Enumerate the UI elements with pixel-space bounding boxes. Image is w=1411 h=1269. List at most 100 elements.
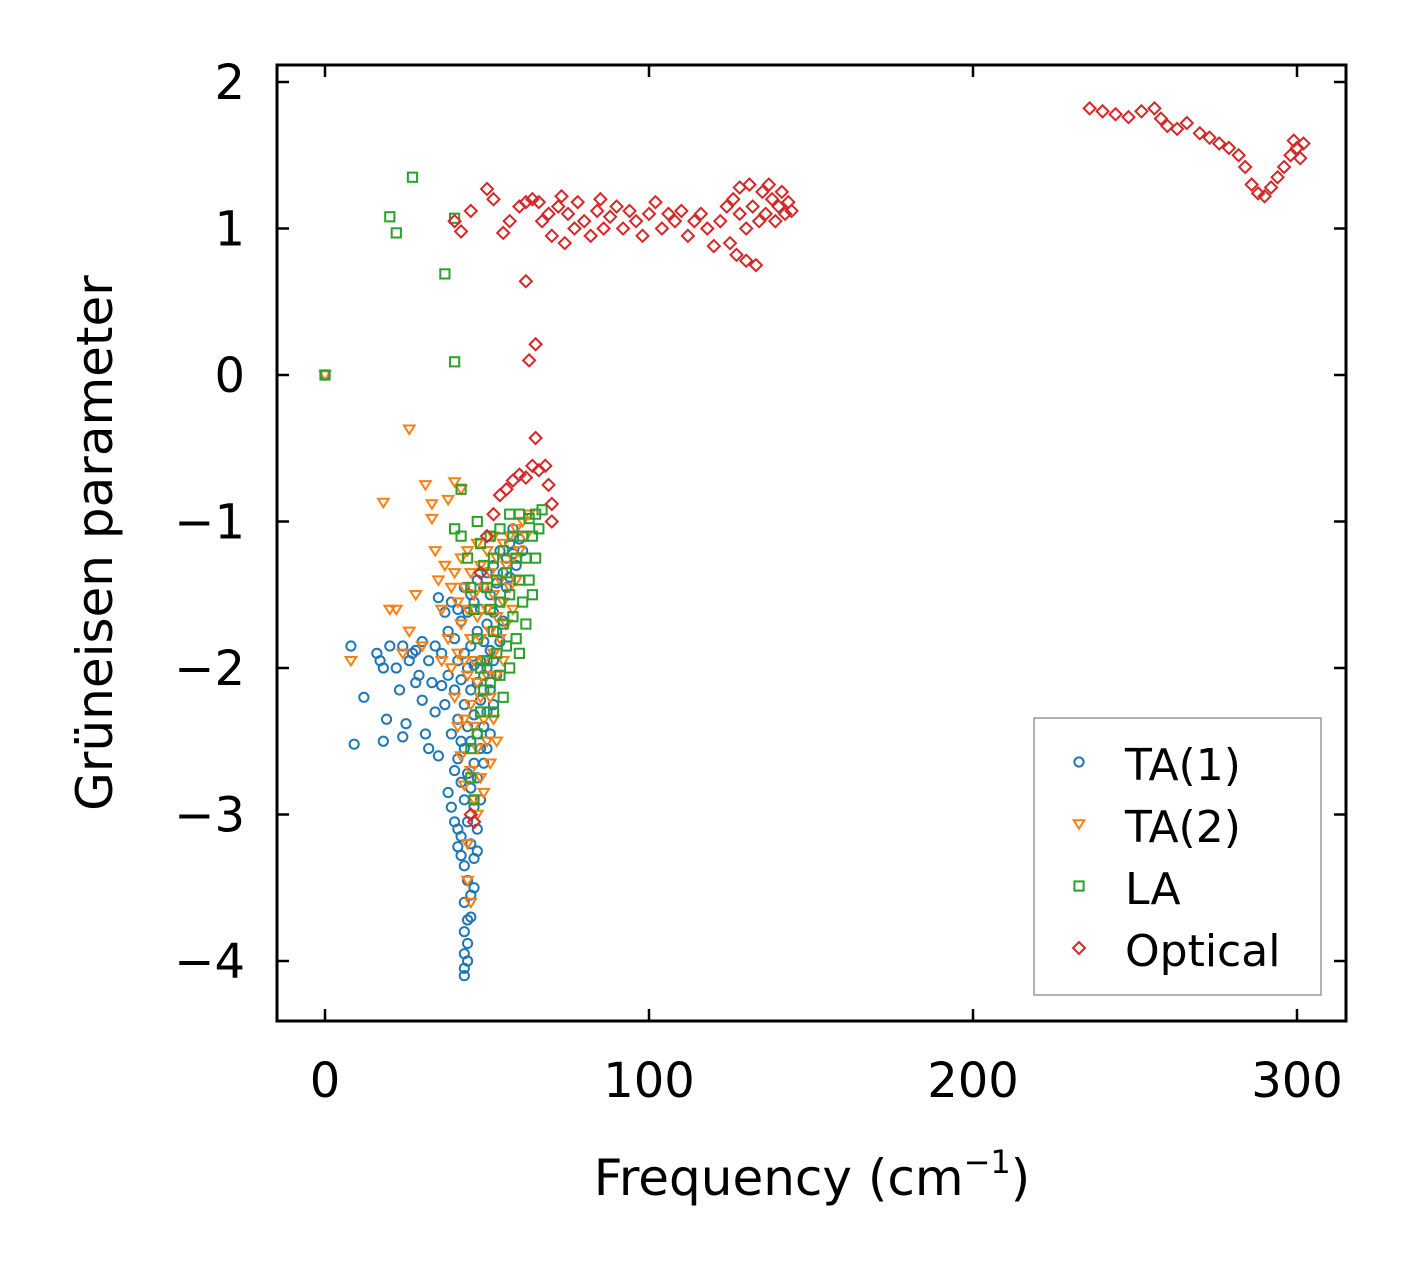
data-point: [453, 224, 469, 239]
data-point: [428, 546, 443, 558]
data-point: [544, 514, 560, 529]
data-point: [487, 655, 500, 667]
data-point: [738, 253, 754, 269]
data-point: [517, 596, 529, 608]
data-point: [495, 225, 511, 241]
data-point: [537, 458, 553, 474]
data-point: [468, 596, 480, 608]
data-point: [510, 559, 522, 572]
data-point: [474, 706, 487, 718]
data-point: [557, 235, 573, 251]
data-point: [505, 604, 521, 617]
data-point: [450, 597, 465, 609]
data-point: [686, 213, 702, 229]
data-point: [455, 530, 467, 542]
y-tick-label: −3: [174, 788, 245, 844]
data-point: [437, 560, 452, 573]
data-point: [706, 238, 722, 254]
data-point: [343, 655, 359, 668]
data-point: [774, 184, 790, 200]
data-point: [474, 537, 487, 550]
data-point: [526, 530, 538, 542]
data-point: [1250, 185, 1266, 201]
data-point: [439, 699, 451, 711]
y-tick-label: 2: [214, 55, 245, 111]
data-point: [541, 477, 556, 493]
data-point: [1147, 100, 1162, 116]
data-point: [453, 619, 469, 631]
data-point: [509, 524, 524, 536]
data-point: [449, 764, 461, 777]
data-point: [699, 221, 715, 236]
data-point: [1108, 106, 1123, 122]
plot-frame: [275, 63, 1348, 1023]
data-point: [554, 188, 569, 204]
data-point: [463, 765, 478, 778]
data-point: [609, 199, 624, 214]
data-point: [755, 184, 770, 200]
data-point: [441, 494, 456, 507]
data-point: [486, 191, 501, 207]
data-point: [481, 655, 493, 667]
data-point: [461, 955, 474, 967]
data-point: [615, 221, 631, 236]
data-point: [510, 633, 522, 645]
data-point: [725, 191, 741, 207]
data-point: [764, 191, 780, 207]
data-point: [1296, 136, 1311, 151]
data-point: [496, 538, 511, 551]
data-point: [767, 213, 783, 229]
data-point: [487, 699, 500, 711]
data-point: [491, 574, 503, 586]
data-point: [500, 567, 513, 579]
data-point: [402, 626, 417, 639]
data-point: [719, 199, 735, 214]
legend-marker: [1071, 819, 1087, 831]
data-point: [423, 655, 435, 667]
data-point: [1270, 169, 1285, 185]
data-point: [463, 203, 479, 219]
data-point: [530, 552, 542, 564]
data-point: [502, 213, 518, 229]
data-point: [424, 513, 440, 526]
data-point: [560, 206, 576, 222]
y-tick-label: −1: [174, 495, 245, 551]
data-point: [465, 581, 477, 594]
data-point: [471, 845, 483, 857]
data-point: [419, 728, 432, 740]
data-point: [466, 655, 482, 668]
data-point: [429, 640, 441, 652]
data-point: [358, 691, 370, 703]
data-point: [479, 546, 495, 558]
points-layer: [317, 100, 1311, 982]
data-point: [761, 177, 777, 192]
legend: TA(1) TA(2) LA Optical: [1033, 717, 1322, 996]
data-point: [441, 633, 456, 646]
legend-marker: [1071, 940, 1087, 956]
data-point: [397, 731, 409, 743]
data-point: [520, 618, 532, 630]
data-point: [518, 470, 534, 485]
data-point: [444, 663, 459, 675]
data-point: [458, 970, 470, 982]
data-point: [481, 581, 493, 594]
data-point: [389, 604, 404, 617]
data-point: [1192, 125, 1208, 141]
data-point: [484, 530, 496, 542]
data-point: [602, 209, 618, 225]
data-point: [400, 718, 412, 730]
data-point: [382, 604, 397, 617]
data-point: [447, 477, 462, 489]
data-point: [424, 499, 440, 511]
data-point: [777, 206, 793, 222]
data-point: [410, 644, 422, 657]
data-point: [500, 640, 513, 652]
data-point: [526, 589, 538, 601]
data-point: [492, 633, 508, 646]
data-point: [622, 203, 637, 219]
legend-marker: [1073, 880, 1085, 892]
data-point: [461, 937, 474, 950]
data-point: [667, 213, 683, 229]
data-point: [434, 604, 449, 617]
data-point: [445, 728, 457, 740]
